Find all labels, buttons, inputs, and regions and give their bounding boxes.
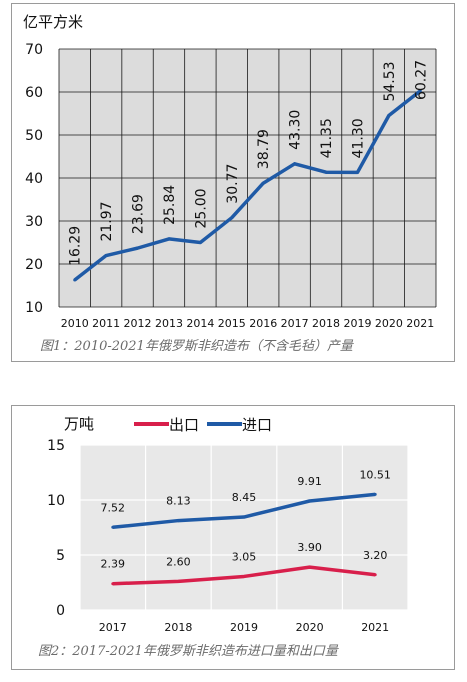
data-label: 21.97 (99, 201, 115, 241)
chart-2-caption: 图2：2017-2021年俄罗斯非织造布进口量和出口量 (38, 644, 338, 659)
data-point (324, 170, 328, 174)
x-tick-label: 2019 (230, 621, 258, 634)
legend-label: 进口 (242, 416, 272, 434)
x-tick-label: 2018 (164, 621, 192, 634)
data-point (198, 241, 202, 244)
x-tick-label: 2019 (343, 317, 371, 330)
data-point (373, 573, 377, 577)
data-label: 2.39 (101, 558, 126, 571)
x-tick-label: 2015 (218, 317, 246, 330)
data-point (418, 89, 422, 93)
data-label: 9.91 (297, 475, 322, 488)
x-tick-label: 2020 (375, 317, 403, 330)
data-label: 8.45 (232, 491, 257, 504)
data-label: 25.00 (193, 188, 209, 228)
data-point (104, 254, 108, 258)
data-point (308, 499, 312, 503)
data-point (293, 162, 297, 166)
x-tick-label: 2014 (186, 317, 214, 330)
x-tick-label: 2021 (406, 317, 434, 330)
data-label: 23.69 (131, 194, 147, 234)
y-tick-label: 60 (25, 85, 43, 101)
x-tick-label: 2021 (361, 621, 389, 634)
data-label: 25.84 (162, 185, 178, 225)
data-label: 43.30 (288, 110, 304, 150)
x-tick-label: 2017 (99, 621, 127, 634)
data-point (242, 515, 246, 519)
data-point (111, 525, 115, 529)
data-point (167, 237, 171, 241)
x-tick-label: 2011 (92, 317, 120, 330)
chart-1-caption: 图1：2010-2021年俄罗斯非织造布（不含毛毡）产量 (40, 339, 353, 354)
y-tick-label: 10 (47, 493, 65, 509)
data-point (261, 181, 265, 185)
legend-label: 出口 (169, 416, 199, 434)
y-tick-label: 15 (47, 438, 65, 454)
data-point (387, 114, 391, 118)
data-point (242, 574, 246, 578)
y-tick-label: 20 (25, 257, 43, 273)
x-tick-label: 2013 (155, 317, 183, 330)
y-axis-label: 亿平方米 (23, 13, 83, 31)
data-point (308, 565, 312, 569)
data-label: 38.79 (256, 129, 272, 169)
data-label: 2.60 (166, 555, 191, 568)
data-point (373, 492, 377, 496)
data-label: 60.27 (413, 60, 429, 100)
data-point (111, 582, 115, 586)
y-tick-label: 10 (25, 300, 43, 316)
y-tick-label: 50 (25, 128, 43, 144)
series-line (73, 89, 422, 282)
x-tick-label: 2020 (296, 621, 324, 634)
x-tick-label: 2017 (281, 317, 309, 330)
data-point (136, 246, 140, 250)
y-tick-label: 5 (56, 548, 65, 564)
data-label: 30.77 (225, 164, 241, 204)
data-label: 41.30 (350, 118, 366, 158)
x-tick-label: 2010 (61, 317, 89, 330)
x-tick-label: 2018 (312, 317, 340, 330)
data-label: 54.53 (382, 61, 398, 101)
x-tick-label: 2012 (124, 317, 152, 330)
data-label: 3.05 (232, 550, 257, 563)
data-label: 3.90 (297, 541, 322, 554)
data-label: 10.51 (359, 468, 391, 481)
y-tick-label: 30 (25, 214, 43, 230)
data-label: 3.20 (363, 549, 388, 562)
data-point (230, 216, 234, 220)
x-tick-label: 2016 (249, 317, 277, 330)
y-tick-label: 40 (25, 171, 43, 187)
data-label: 8.13 (166, 495, 191, 508)
data-label: 16.29 (68, 226, 84, 266)
y-axis-label: 万吨 (64, 415, 94, 433)
y-tick-label: 70 (25, 42, 43, 58)
data-point (176, 579, 180, 583)
y-tick-label: 0 (56, 603, 65, 619)
data-point (176, 519, 180, 523)
data-point (73, 278, 77, 282)
data-point (355, 170, 359, 174)
data-label: 7.52 (101, 501, 126, 514)
data-label: 41.35 (319, 118, 335, 158)
